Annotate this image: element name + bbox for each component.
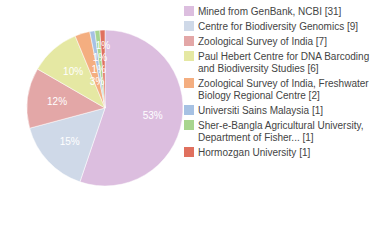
legend-swatch bbox=[184, 120, 194, 130]
data-label: 53% bbox=[143, 110, 163, 121]
data-label: 1% bbox=[96, 40, 111, 51]
data-label: 15% bbox=[60, 136, 80, 147]
data-labels: 53%15%12%10%3%1%1%1% bbox=[47, 40, 163, 146]
pie bbox=[27, 30, 183, 186]
legend-label: Sher-e-Bangla Agricultural University,De… bbox=[198, 120, 363, 143]
legend: Mined from GenBank, NCBI [31] Centre for … bbox=[184, 6, 369, 158]
legend-swatch bbox=[184, 21, 194, 31]
legend-label: Zoological Survey of India, FreshwaterBi… bbox=[198, 78, 369, 101]
legend-swatch bbox=[184, 78, 194, 88]
data-label: 10% bbox=[63, 66, 83, 77]
data-label: 1% bbox=[93, 52, 108, 63]
legend-swatch bbox=[184, 6, 194, 16]
legend-label: Mined from GenBank, NCBI [31] bbox=[198, 6, 342, 17]
legend-swatch bbox=[184, 36, 194, 46]
data-label: 3% bbox=[90, 76, 105, 87]
legend-label: Paul Hebert Centre for DNA Barcodingand … bbox=[198, 51, 369, 74]
chart: 53%15%12%10%3%1%1%1%Mined from GenBank, … bbox=[0, 0, 380, 240]
legend-swatch bbox=[184, 147, 194, 157]
data-label: 12% bbox=[47, 96, 67, 107]
legend-label: Universiti Sains Malaysia [1] bbox=[198, 105, 323, 116]
legend-swatch bbox=[184, 51, 194, 61]
legend-label: Centre for Biodiversity Genomics [9] bbox=[198, 21, 358, 32]
legend-label: Zoological Survey of India [7] bbox=[198, 36, 327, 47]
data-label: 1% bbox=[91, 64, 106, 75]
legend-swatch bbox=[184, 105, 194, 115]
legend-label: Hormozgan University [1] bbox=[198, 147, 310, 158]
